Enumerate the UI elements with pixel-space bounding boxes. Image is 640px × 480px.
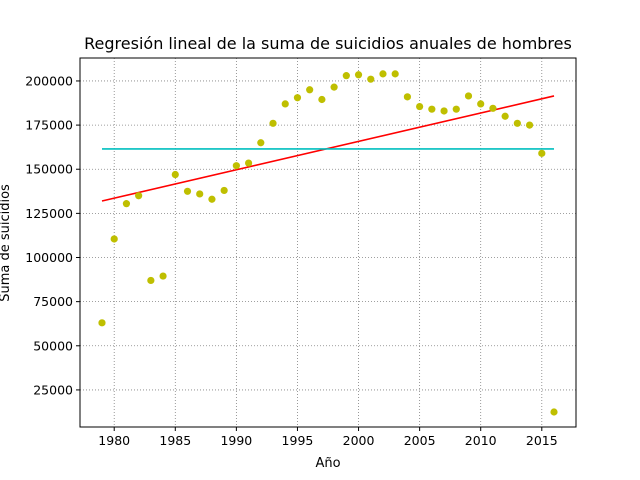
data-point (538, 149, 546, 157)
data-point (244, 159, 253, 167)
y-tick-label: 200000 (25, 73, 73, 88)
data-point (464, 92, 473, 100)
x-tick-label: 1985 (159, 433, 191, 448)
data-point (391, 70, 399, 78)
plot-area-frame (79, 57, 577, 428)
grid (80, 58, 576, 427)
x-tick-label: 1980 (98, 433, 130, 448)
data-points (98, 70, 558, 416)
data-point (501, 112, 509, 120)
x-tick-label: 2005 (404, 433, 436, 448)
data-point (183, 187, 192, 195)
data-point (269, 119, 277, 127)
data-point (489, 104, 497, 112)
data-point (477, 100, 485, 108)
x-tick-label: 2000 (343, 433, 375, 448)
data-point (98, 319, 106, 327)
data-point (428, 105, 436, 113)
x-tick-label: 2010 (465, 433, 497, 448)
x-tick-label: 1995 (282, 433, 314, 448)
data-point (525, 121, 534, 129)
data-point (208, 195, 216, 203)
data-point (147, 276, 155, 285)
y-tick-label: 150000 (25, 162, 73, 177)
data-point (122, 200, 131, 208)
data-point (232, 162, 240, 170)
data-point (330, 83, 338, 91)
data-point (318, 95, 326, 104)
data-point (342, 72, 350, 80)
data-point (354, 71, 363, 79)
y-tick-label: 25000 (33, 382, 73, 397)
axis-ticks: 1980 1985 1990 1995 2000 2005 2010 2015 25000 500… (25, 73, 557, 448)
y-tick-label: 175000 (25, 118, 73, 133)
y-tick-label: 125000 (25, 206, 73, 221)
data-point (403, 93, 412, 101)
y-tick-label: 75000 (33, 294, 73, 309)
data-point (452, 105, 460, 113)
regression-lines (101, 95, 555, 202)
data-point (257, 139, 265, 147)
data-point (220, 186, 228, 195)
data-point (135, 192, 143, 200)
data-point (379, 70, 387, 78)
data-point (171, 170, 179, 179)
data-point (159, 272, 167, 280)
data-point (440, 107, 448, 115)
data-point (550, 408, 558, 416)
data-point (367, 75, 375, 83)
y-axis-label: Suma de suicidios (0, 184, 13, 302)
y-tick-label: 50000 (33, 338, 73, 353)
chart-title: Regresión lineal de la suma de suicidios… (84, 34, 572, 53)
data-point (513, 119, 521, 127)
x-axis-label: Año (315, 456, 340, 471)
data-point (306, 86, 314, 94)
data-point (281, 100, 289, 108)
data-point (293, 94, 302, 102)
data-point (196, 190, 204, 198)
data-point (110, 235, 118, 243)
x-tick-label: 1990 (220, 433, 252, 448)
y-tick-label: 100000 (25, 250, 73, 265)
x-tick-label: 2015 (526, 433, 558, 448)
data-point (416, 102, 424, 111)
